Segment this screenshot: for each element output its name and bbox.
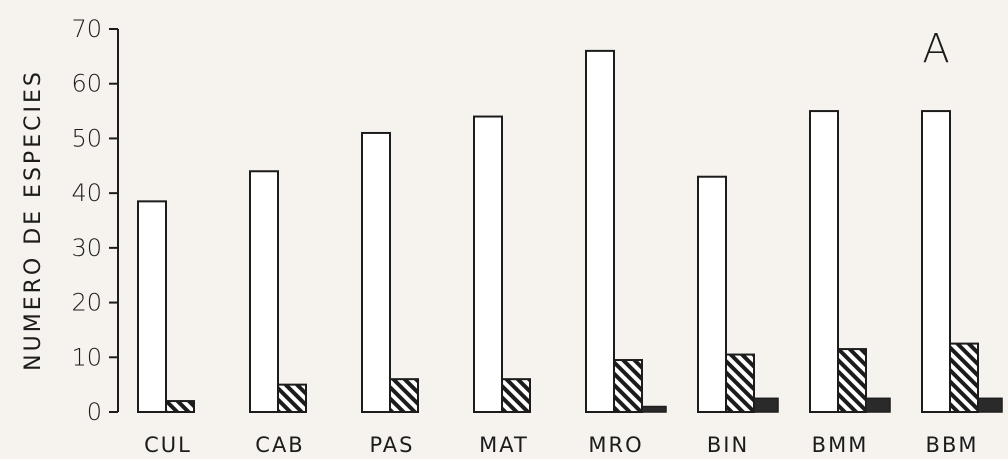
- y-tick-label: 40: [71, 179, 102, 207]
- bar-hatched-BMM: [837, 348, 867, 414]
- bar-open-PAS: [361, 131, 391, 413]
- bar-hatched-MRO: [613, 359, 643, 413]
- bar-solid-BIN: [753, 397, 779, 413]
- panel-label: A: [922, 26, 949, 72]
- category-label-PAS: PAS: [369, 433, 414, 457]
- bar-hatched-PAS: [389, 378, 419, 413]
- bar-solid-BBM: [977, 397, 1003, 413]
- bar-open-MRO: [585, 49, 615, 414]
- bar-open-CAB: [249, 170, 279, 413]
- y-tick-label: 60: [71, 70, 102, 98]
- y-axis-label: NUMERO DE ESPECIES: [21, 69, 46, 371]
- category-label-BIN: BIN: [707, 433, 749, 457]
- bar-hatched-MAT: [501, 378, 531, 413]
- bar-hatched-BBM: [949, 342, 979, 414]
- bar-hatched-BIN: [725, 353, 755, 413]
- category-label-MRO: MRO: [588, 433, 643, 457]
- y-tick-label: 0: [87, 398, 102, 426]
- y-tick-label: 70: [71, 15, 102, 43]
- y-tick-label: 50: [71, 124, 102, 152]
- y-tick-label: 10: [71, 343, 102, 371]
- category-label-MAT: MAT: [479, 433, 529, 457]
- y-tick-label: 30: [71, 234, 102, 262]
- bar-open-BMM: [809, 110, 839, 413]
- bar-open-CUL: [137, 200, 167, 413]
- bar-solid-BMM: [865, 397, 891, 413]
- bar-hatched-CAB: [277, 383, 307, 413]
- bar-solid-MRO: [641, 405, 667, 413]
- bar-open-MAT: [473, 115, 503, 414]
- category-label-BBM: BBM: [926, 433, 979, 457]
- category-labels: CUL CAB PAS MAT MRO BIN BMM BBM: [144, 433, 979, 457]
- category-label-BMM: BMM: [812, 433, 869, 457]
- category-label-CAB: CAB: [255, 433, 304, 457]
- bar-open-BIN: [697, 175, 727, 413]
- bar-open-BBM: [921, 110, 951, 413]
- bar-hatched-CUL: [165, 400, 195, 413]
- bars: [137, 49, 1003, 414]
- y-tick-label: 20: [71, 289, 102, 317]
- category-label-CUL: CUL: [144, 433, 192, 457]
- y-axis: 0 10 20 30 40 50 60 70: [71, 15, 119, 426]
